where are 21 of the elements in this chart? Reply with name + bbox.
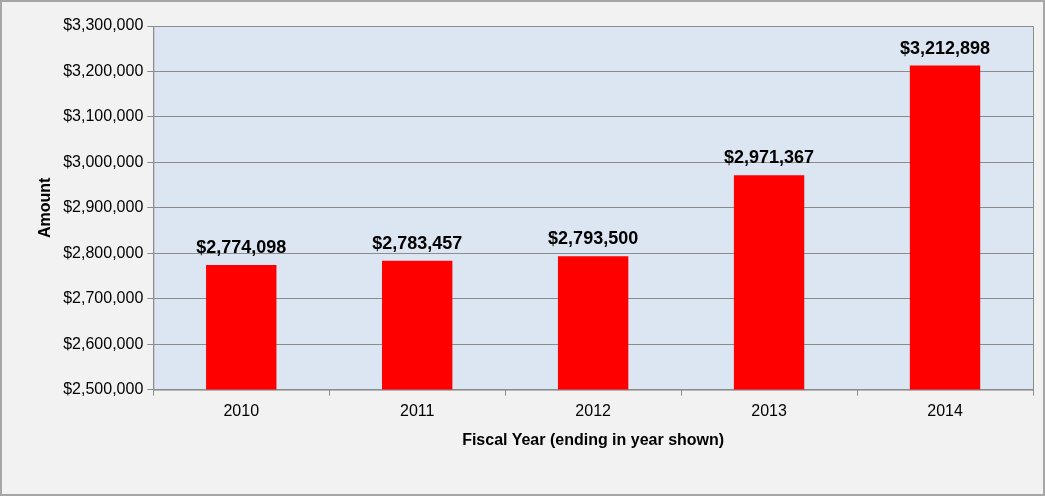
y-tick-label: $2,700,000 <box>63 289 144 307</box>
x-tick-label: 2010 <box>223 401 260 419</box>
data-label: $3,212,898 <box>899 37 991 58</box>
data-label: $2,783,457 <box>372 232 463 253</box>
data-label: $2,971,367 <box>724 147 815 168</box>
y-axis-title: Amount <box>36 176 54 239</box>
x-tick-label: 2012 <box>575 401 612 419</box>
y-tick-label: $2,800,000 <box>63 243 144 261</box>
y-tick-label: $3,100,000 <box>63 107 144 125</box>
y-tick-label: $3,000,000 <box>63 152 144 170</box>
data-label: $2,774,098 <box>196 236 287 257</box>
y-tick-label: $2,900,000 <box>63 198 144 216</box>
y-tick-label: $3,200,000 <box>63 61 144 79</box>
x-axis-title: Fiscal Year (ending in year shown) <box>462 430 725 448</box>
y-tick-label: $2,500,000 <box>63 380 144 398</box>
y-tick-label: $2,600,000 <box>63 334 144 352</box>
y-tick-label: $3,300,000 <box>63 16 144 34</box>
x-tick-label: 2013 <box>751 401 787 419</box>
x-tick-label: 2011 <box>399 401 435 419</box>
x-tick-label: 2014 <box>927 401 963 419</box>
data-label: $2,793,500 <box>548 228 639 249</box>
